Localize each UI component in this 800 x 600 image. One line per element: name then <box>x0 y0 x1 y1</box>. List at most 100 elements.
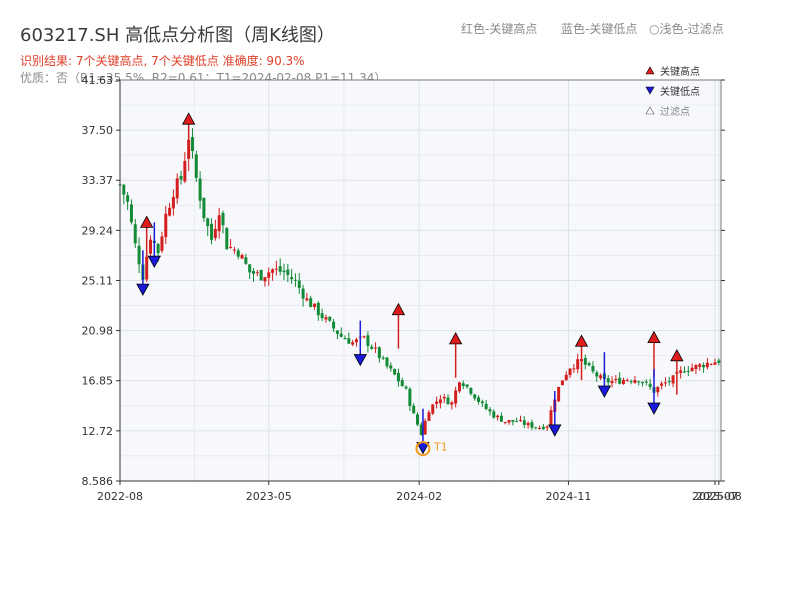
candle-body <box>431 404 435 414</box>
candle-body <box>259 270 263 281</box>
candle-body <box>648 383 652 388</box>
candle-body <box>484 403 488 410</box>
candle-body <box>606 378 610 383</box>
candle-body <box>374 347 378 349</box>
candle-body <box>168 207 172 216</box>
candle-body <box>274 268 278 270</box>
candle-body <box>461 383 465 387</box>
candle-body <box>206 218 210 227</box>
candle-body <box>381 357 385 359</box>
candle-body <box>549 410 553 427</box>
candle-body <box>694 364 698 370</box>
candle-body <box>477 397 481 402</box>
key-low-marker <box>353 354 367 367</box>
candle-body <box>503 421 507 423</box>
candle-body <box>271 269 275 273</box>
candle-body <box>343 337 347 340</box>
candle-body <box>179 175 183 180</box>
key-high-marker <box>670 349 684 362</box>
candle-body <box>244 257 248 264</box>
candle-body <box>534 427 538 429</box>
candle-body <box>129 204 133 223</box>
candle-body <box>621 379 625 384</box>
candle-body <box>633 380 637 383</box>
candle-body <box>618 377 622 384</box>
candle-body <box>492 411 496 418</box>
candle-body <box>667 381 671 383</box>
candle-body <box>496 415 500 418</box>
candle-body <box>290 277 294 280</box>
legend-filtered-text: ○浅色-过滤点 <box>649 22 724 36</box>
x-ticks: 2022-08 2023-05 2024-02 2024-11 2025-072025-… <box>97 481 742 503</box>
candle-body <box>416 414 420 425</box>
key-high-marker <box>181 112 196 125</box>
legend-filtered-label: 过滤点 <box>660 105 690 118</box>
x-tick-label: 2023-05 <box>246 490 292 503</box>
candle-body <box>663 382 667 384</box>
key-high-marker <box>140 215 154 228</box>
candle-body <box>156 243 160 254</box>
candle-body <box>332 321 336 329</box>
candle-body <box>347 338 351 344</box>
legend-high-icon <box>645 66 655 75</box>
key-low-marker <box>136 283 150 296</box>
y-tick-label: 37.50 <box>82 124 114 137</box>
candle-body <box>465 384 469 387</box>
legend-filtered-icon <box>645 106 655 115</box>
candle-body <box>583 358 587 365</box>
candle-body <box>404 386 408 389</box>
candle-body <box>190 137 194 152</box>
candle-body <box>221 212 225 226</box>
candle-body <box>122 184 126 195</box>
candle-body <box>412 405 416 414</box>
candle-body <box>370 346 374 349</box>
key-high-marker <box>391 302 406 316</box>
key-high-marker <box>574 334 589 347</box>
candle-body <box>339 333 343 337</box>
candle-body <box>488 409 492 412</box>
candle-body <box>641 381 645 384</box>
candle-body <box>145 256 149 280</box>
candle-body <box>160 236 164 251</box>
key-high-marker <box>647 330 661 344</box>
candle-body <box>419 424 423 435</box>
y-tick-label: 12.72 <box>82 425 114 438</box>
candle-body <box>351 342 355 345</box>
candle-body <box>354 339 358 343</box>
candle-body <box>126 195 130 202</box>
key-low-marker <box>548 424 562 437</box>
candle-body <box>507 420 511 423</box>
candle-body <box>705 362 709 368</box>
candle-body <box>450 402 454 405</box>
candle-body <box>251 271 255 274</box>
candle-body <box>698 364 702 367</box>
legend-blue-text: 蓝色-关键低点 <box>561 22 638 36</box>
candle-body <box>202 197 206 219</box>
candle-body <box>610 380 614 384</box>
y-tick-label: 20.98 <box>82 325 114 338</box>
candle-body <box>656 387 660 393</box>
candle-body <box>644 381 648 383</box>
candle-body <box>435 401 439 404</box>
candle-body <box>526 422 530 426</box>
candle-body <box>614 378 618 380</box>
x-tick-label: 2025-08 <box>696 490 742 503</box>
candle-body <box>255 272 259 274</box>
x-tick-label: 2022-08 <box>97 490 143 503</box>
candle-body <box>469 387 473 394</box>
candle-body <box>137 245 141 265</box>
result-summary: 识别结果: 7个关键高点, 7个关键低点 准确度: 90.3% <box>20 54 305 68</box>
candle-body <box>629 381 633 383</box>
candle-body <box>198 178 202 201</box>
candle-body <box>499 415 503 422</box>
candle-body <box>389 365 393 369</box>
candle-body <box>217 215 221 232</box>
candle-body <box>538 428 542 430</box>
candle-body <box>320 313 324 319</box>
candle-body <box>164 213 168 238</box>
candle-body <box>442 396 446 399</box>
candle-body <box>457 382 461 392</box>
key-high-marker <box>448 332 463 345</box>
candle-body <box>316 302 320 316</box>
